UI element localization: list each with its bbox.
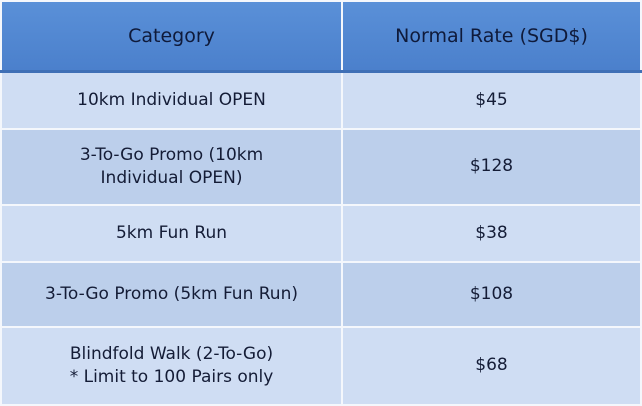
rate-cell: $38 bbox=[341, 203, 642, 263]
rate-cell: $108 bbox=[341, 260, 642, 328]
rate-cell: $45 bbox=[341, 70, 642, 130]
header-category: Category bbox=[0, 0, 343, 73]
table-row: Blindfold Walk (2-To-Go) * Limit to 100 … bbox=[0, 325, 642, 406]
category-text: Blindfold Walk (2-To-Go) bbox=[69, 343, 274, 364]
category-cell: 3-To-Go Promo (5km Fun Run) bbox=[0, 260, 343, 328]
header-normal-rate: Normal Rate (SGD$) bbox=[341, 0, 642, 73]
table-row: 3-To-Go Promo (10km Individual OPEN) $12… bbox=[0, 127, 642, 206]
table-row: 10km Individual OPEN $45 bbox=[0, 70, 642, 130]
category-cell: 5km Fun Run bbox=[0, 203, 343, 263]
category-cell: 3-To-Go Promo (10km Individual OPEN) bbox=[0, 127, 343, 206]
rate-cell: $68 bbox=[341, 325, 642, 406]
header-row: Category Normal Rate (SGD$) bbox=[0, 0, 642, 73]
category-cell: 10km Individual OPEN bbox=[0, 70, 343, 130]
rate-cell: $128 bbox=[341, 127, 642, 206]
table-row: 5km Fun Run $38 bbox=[0, 203, 642, 263]
category-cell: Blindfold Walk (2-To-Go) * Limit to 100 … bbox=[0, 325, 343, 406]
category-note: * Limit to 100 Pairs only bbox=[69, 366, 274, 387]
table-row: 3-To-Go Promo (5km Fun Run) $108 bbox=[0, 260, 642, 328]
